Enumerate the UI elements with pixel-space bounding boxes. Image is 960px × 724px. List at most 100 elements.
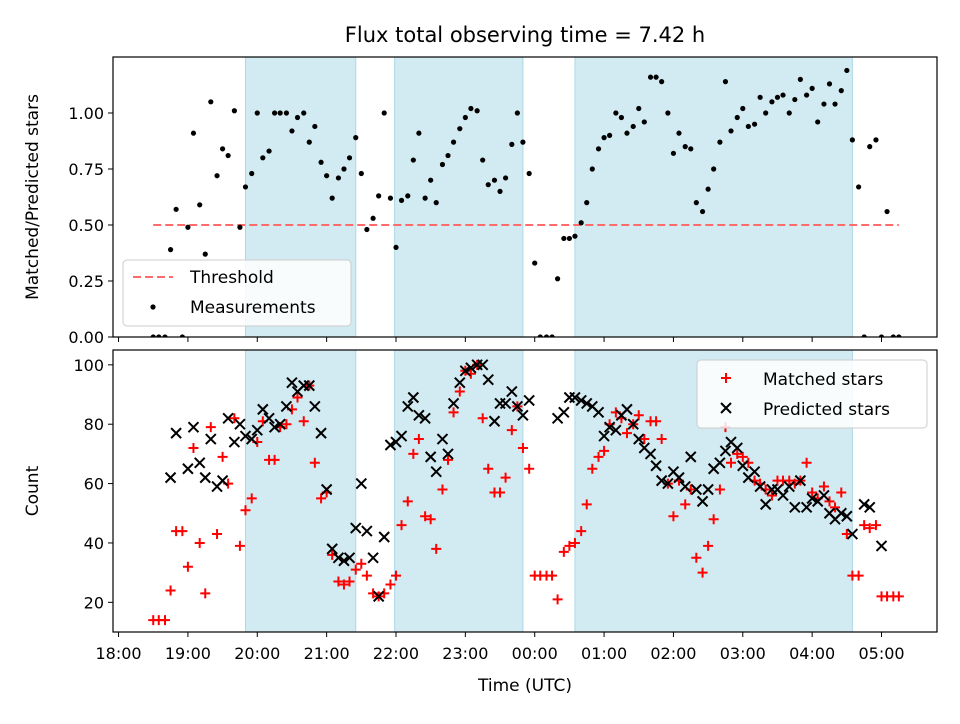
measurement-point [688,146,694,152]
matched-star-marker [448,407,459,418]
matched-star-marker [234,540,245,551]
predicted-star-marker [690,483,703,496]
legend-measurement-label: Measurements [190,298,316,318]
axes-frame [112,349,938,633]
measurement-point [219,146,226,152]
measurement-point [405,193,411,199]
x-tick-label: 22:00 [373,644,419,663]
predicted-star-marker [465,362,477,374]
matched-star-marker [165,585,176,596]
matched-star-marker [836,487,847,498]
predicted-star-marker [263,412,275,424]
y-tick-label: 60 [84,475,104,494]
matched-star-marker [212,529,223,540]
series-group [150,67,902,337]
x-tick-label: 19:00 [165,644,211,663]
measurement-point [457,126,463,132]
legend-predicted-swatch [720,402,732,414]
legend-predicted-label: Predicted stars [763,400,890,420]
measurement-point [190,130,197,136]
predicted-star-marker [447,397,460,410]
predicted-star-marker [714,457,726,469]
matched-star-marker [350,564,361,575]
matched-star-marker [413,434,424,445]
x-tick-label: 23:00 [442,644,488,663]
matched-star-marker [576,526,587,537]
x-tick-label: 21:00 [304,644,350,663]
measurement-point [641,119,647,125]
measurement-point [197,202,203,208]
predicted-star-marker [818,489,830,502]
ratio-panel: 0.00 0.25 0.50 0.75 1.00 Matched/Predicted st… [23,56,938,347]
measurement-point [618,114,625,121]
matched-star-marker [732,448,743,459]
matched-star-marker [552,594,563,605]
matched-star-marker [714,484,725,495]
measurement-point [653,74,659,80]
matched-star-marker [547,570,558,581]
measurement-point [381,110,387,116]
measurement-point [670,150,677,156]
predicted-star-marker [199,471,211,484]
predicted-star-marker [286,376,298,389]
predicted-star-marker [355,477,368,490]
predicted-star-marker [737,460,749,472]
measurement-point [566,235,572,242]
x-tick-label: 03:00 [720,644,766,663]
predicted-star-marker [644,448,657,460]
predicted-star-marker [442,448,454,460]
measurement-point [353,135,359,141]
predicted-star-marker [517,409,529,422]
measurement-point [797,76,803,82]
measurement-point [318,159,324,165]
measurement-point [751,121,758,127]
predicted-star-marker [384,439,397,451]
y-tick-label: 0.25 [68,272,104,291]
predicted-star-marker [563,391,576,404]
predicted-star-marker [650,460,662,472]
predicted-star-marker [783,480,795,493]
predicted-star-marker [655,474,668,487]
predicted-star-marker [309,400,321,413]
matched-star-marker [200,588,211,599]
measurement-point [676,130,682,136]
matched-star-marker [621,428,632,439]
predicted-star-marker [806,492,818,505]
measurement-point [202,251,208,257]
predicted-star-marker [835,507,847,519]
y-tick-label: 40 [84,534,104,553]
measurement-point [856,184,862,190]
y-axis-label: Matched/Predicted stars [23,94,43,300]
measurement-point [335,175,342,181]
measurement-point [769,99,775,105]
x-axis-label: Time (UTC) [477,676,572,696]
y-tick-label: 0.75 [68,160,104,179]
measurement-point [809,85,815,91]
predicted-star-marker [511,400,524,413]
matched-star-marker [160,615,171,626]
measurement-point [450,139,457,145]
measurement-point [665,110,671,116]
y-tick-label: 100 [73,356,104,375]
measurement-point [786,110,792,116]
matched-star-marker [396,520,407,531]
measurement-point [266,148,272,154]
measurement-point [520,139,526,145]
measurement-point [185,224,191,230]
matched-star-marker [708,514,719,525]
predicted-star-marker [268,421,281,433]
x-tick-label: 20:00 [234,644,280,663]
measurement-point [613,110,619,116]
matched-star-marker [298,416,309,427]
measurement-point [150,334,156,337]
matched-star-marker [483,463,494,474]
matched-star-marker [281,419,292,430]
predicted-star-marker [378,531,390,543]
measurement-point [554,276,561,282]
measurement-point [502,175,509,181]
matched-star-marker [333,576,344,587]
measurement-point [312,123,318,130]
x-tick-label: 02:00 [650,644,696,663]
matched-star-marker [240,505,251,516]
